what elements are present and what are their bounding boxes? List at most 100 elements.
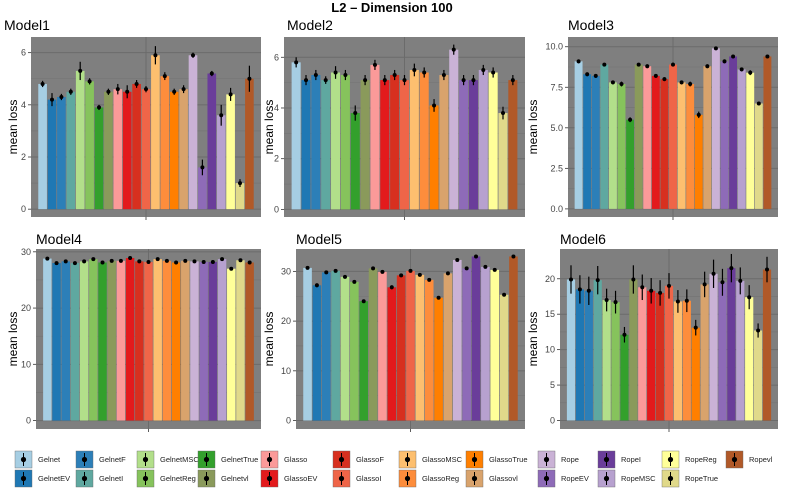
point-GelnetF: [63, 259, 68, 264]
legend-item-RopeReg: RopeReg: [661, 450, 717, 469]
bar-GlassoReg: [160, 76, 170, 210]
bar-RopeMSC: [736, 280, 745, 421]
point-GlassoI: [146, 259, 151, 264]
legend-label: GelnetTrue: [221, 455, 258, 464]
legend-item-Glassovl: Glassovl: [465, 469, 518, 488]
point-Rope: [455, 257, 460, 262]
y-axis-label: mean loss: [526, 100, 540, 155]
bar-GlassoEV: [122, 91, 132, 210]
point-RopeTrue: [502, 292, 507, 297]
y-tick-label: 15: [545, 309, 555, 319]
bar-RopeMSC: [481, 266, 490, 421]
bar-GelnetI: [331, 270, 340, 421]
legend-label: RopeReg: [685, 455, 717, 464]
bar-GelnetI: [600, 64, 609, 209]
bar-RopeMSC: [217, 259, 227, 421]
bar-Gelnet: [43, 258, 52, 421]
bar-RopeReg: [227, 268, 236, 421]
y-tick-label: 10.0: [545, 42, 563, 52]
bar-Ropevl: [762, 269, 772, 421]
bar-RopeEV: [199, 261, 208, 421]
y-tick-label: 30: [21, 247, 31, 257]
legend-label: Ropevl: [749, 455, 773, 464]
point-GlassoI: [667, 283, 671, 288]
point-Gelnet: [305, 265, 310, 270]
point-Gelnetvl: [109, 258, 114, 263]
point-GelnetEV: [50, 97, 54, 102]
bar-RopeEV: [720, 61, 729, 209]
bar-GlassoTrue: [429, 105, 439, 210]
legend-point-glyph: [266, 475, 273, 482]
point-Ropevl: [247, 260, 252, 265]
bar-GlassoMSC: [153, 259, 162, 421]
bar-Ropevl: [763, 56, 772, 209]
point-GlassoI: [144, 87, 148, 92]
bar-Rope: [449, 49, 459, 210]
point-Gelnetvl: [636, 62, 641, 67]
legend-label: GlassoMSC: [422, 455, 463, 464]
bar-GlassoI: [669, 64, 677, 209]
legend-item-GelnetTrue: GelnetTrue: [197, 450, 258, 469]
panel-4: 0 10 20 30 Model4 mean loss: [6, 231, 261, 432]
legend-point-glyph: [142, 456, 149, 463]
point-GlassoI: [408, 268, 413, 273]
point-GelnetTrue: [353, 111, 358, 116]
bar-Rope: [190, 261, 199, 421]
y-axis-label: mean loss: [6, 100, 20, 155]
point-GelnetEV: [585, 72, 590, 77]
legend-point-glyph: [404, 456, 411, 463]
point-GelnetEV: [577, 287, 582, 292]
bar-GlassoF: [132, 83, 141, 210]
bar-Gelnetvl: [104, 91, 113, 210]
point-RopeTrue: [756, 101, 761, 106]
bar-Gelnet: [303, 267, 312, 421]
legend-item-GlassoTrue: GlassoTrue: [465, 450, 528, 469]
point-Glasso: [380, 269, 385, 274]
y-tick-label: 0.0: [550, 204, 563, 214]
bar-GelnetMSC: [608, 82, 617, 209]
bar-GlassoI: [399, 80, 410, 210]
bar-Ropevl: [508, 80, 518, 210]
point-GlassoMSC: [417, 272, 422, 277]
panel-title: Model1: [4, 17, 50, 33]
y-tick-label: 10: [281, 366, 291, 376]
legend-point-glyph: [203, 475, 210, 482]
panel-title: Model2: [287, 17, 333, 33]
point-GelnetI: [323, 78, 328, 83]
point-RopeEV: [201, 259, 206, 264]
point-GelnetReg: [91, 257, 96, 262]
legend-label: GelnetI: [99, 474, 123, 483]
point-RopeTrue: [756, 328, 761, 333]
point-Rope: [191, 53, 195, 58]
bar-Glassovl: [443, 273, 453, 421]
point-GelnetI: [68, 89, 73, 94]
point-GlassoReg: [164, 258, 169, 263]
bar-RopeTrue: [754, 103, 763, 209]
legend-item-GlassoEV: GlassoEV: [260, 469, 317, 488]
legend-label: Gelnetvl: [221, 474, 249, 483]
bar-GelnetEV: [52, 263, 61, 421]
point-GlassoF: [392, 73, 397, 78]
point-Ropevl: [765, 54, 770, 59]
bar-RopeMSC: [216, 115, 226, 210]
point-GlassoF: [399, 273, 404, 278]
bar-Gelnet: [38, 83, 47, 210]
point-GlassoEV: [649, 288, 654, 293]
legend-label: GelnetReg: [160, 474, 196, 483]
bar-RopeTrue: [235, 183, 245, 210]
legend-point-glyph: [471, 475, 478, 482]
panel-title: Model3: [568, 17, 614, 33]
bar-GlassoEV: [125, 258, 135, 421]
bar-GelnetEV: [583, 74, 592, 209]
point-GlassoEV: [653, 73, 658, 78]
bar-GelnetF: [61, 261, 70, 421]
bar-GelnetF: [321, 272, 331, 421]
bar-GlassoEV: [651, 75, 660, 209]
bar-GlassoMSC: [673, 301, 683, 421]
point-GelnetEV: [304, 78, 309, 83]
point-GlassoI: [402, 78, 407, 83]
bar-GlassoMSC: [415, 274, 425, 421]
legend-point-glyph: [338, 456, 345, 463]
point-GlassoTrue: [696, 112, 701, 117]
